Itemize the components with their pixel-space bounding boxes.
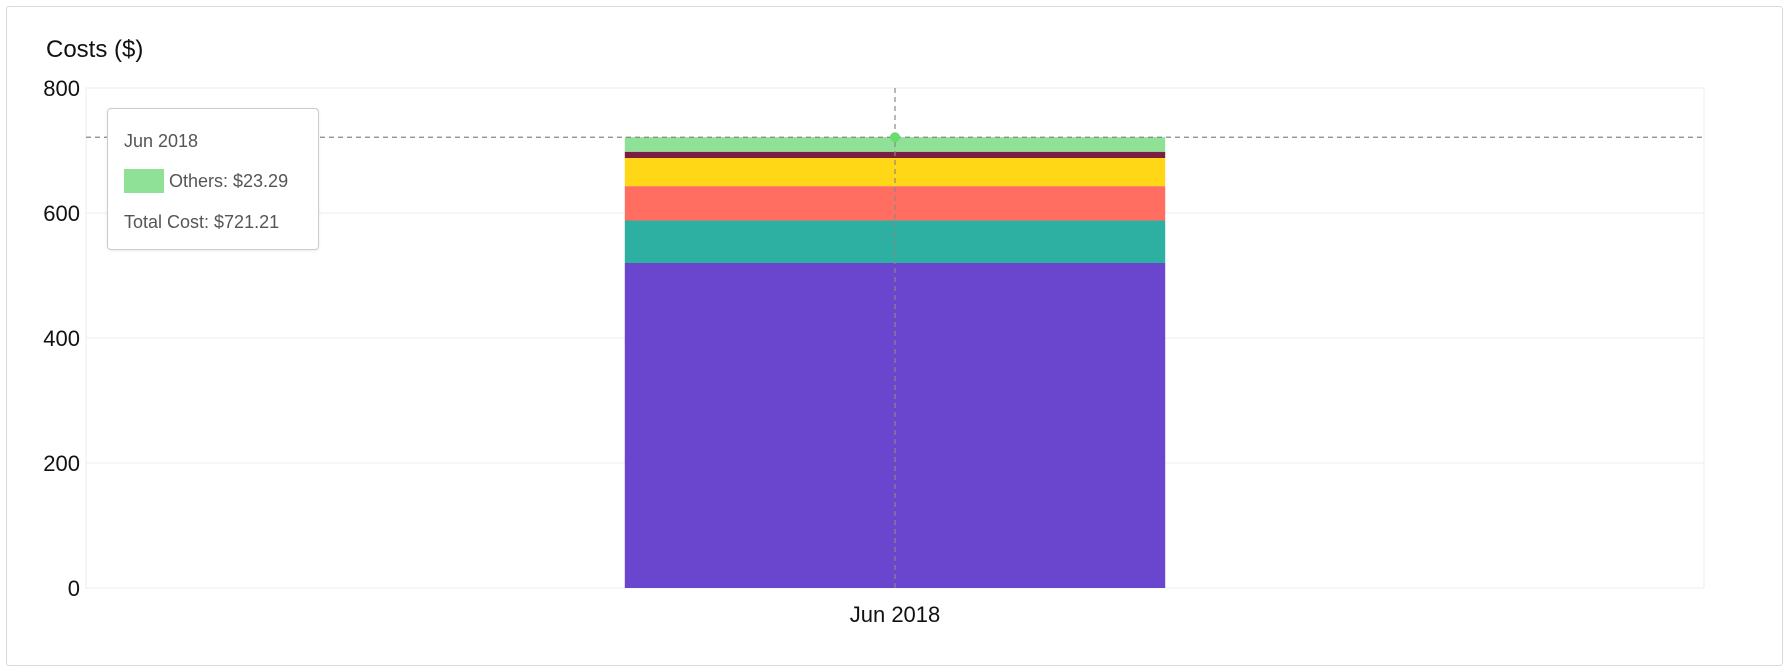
y-tick-label: 400 — [43, 326, 80, 351]
hover-point — [890, 132, 900, 143]
y-tick-label: 800 — [43, 76, 80, 101]
y-tick-label: 200 — [43, 451, 80, 476]
tooltip-series-swatch — [124, 169, 164, 193]
x-tick-label: Jun 2018 — [850, 602, 941, 627]
hover-crosshair — [86, 88, 1704, 588]
axes: 0 200 400 600 800 Jun 2018 — [43, 76, 940, 627]
y-tick-label: 600 — [43, 201, 80, 226]
chart-title: Costs ($) — [46, 36, 144, 63]
tooltip-title: Jun 2018 — [124, 131, 199, 151]
y-tick-label: 0 — [68, 576, 80, 601]
hover-tooltip: Jun 2018 Others: $23.29 Total Cost: $721… — [107, 108, 319, 250]
tooltip-series-value: Others: $23.29 — [169, 171, 289, 191]
tooltip-total: Total Cost: $721.21 — [124, 212, 280, 232]
chart-canvas: 0 200 400 600 800 Jun 2018 — [43, 76, 1705, 627]
